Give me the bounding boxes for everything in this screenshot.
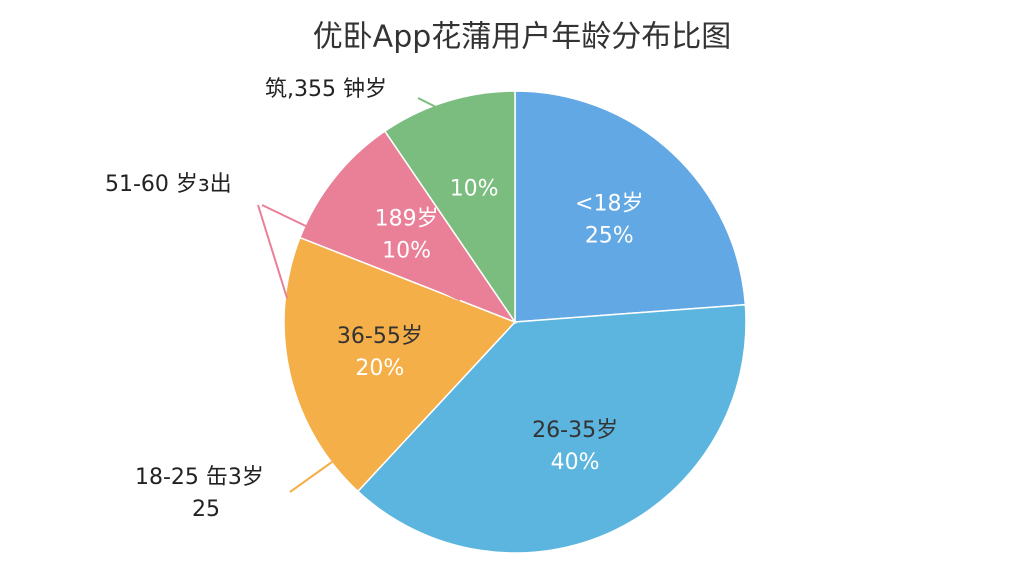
slice-label: 189岁: [375, 207, 439, 232]
value-label: 10%: [450, 177, 499, 202]
annotation: 筑,355 钟岁: [265, 77, 387, 102]
slice-label: 36-55岁: [337, 324, 423, 349]
value-label: 20%: [355, 356, 404, 381]
pie-slice: [298, 130, 517, 324]
value-label: 25%: [585, 223, 634, 248]
annotation: 25: [192, 497, 220, 522]
leader-line: [289, 461, 333, 493]
pie-slice: [383, 90, 516, 325]
slice-label: 26-35岁: [532, 418, 618, 443]
annotation: 18-25 缶3岁: [135, 465, 264, 490]
chart-title: 优卧App花蒲用户年龄分布比图: [313, 20, 732, 55]
value-label: 40%: [551, 450, 600, 475]
leader-line: [417, 97, 459, 119]
pie-slice: [283, 236, 517, 493]
value-label: 10%: [382, 239, 431, 264]
annotation: 51-60 岁з出: [105, 172, 232, 197]
pie-slice: [514, 90, 747, 323]
slice-label: <18岁: [575, 191, 643, 216]
leader-line: [257, 204, 288, 299]
leader-line: [261, 204, 461, 301]
pie-slice: [356, 303, 747, 554]
